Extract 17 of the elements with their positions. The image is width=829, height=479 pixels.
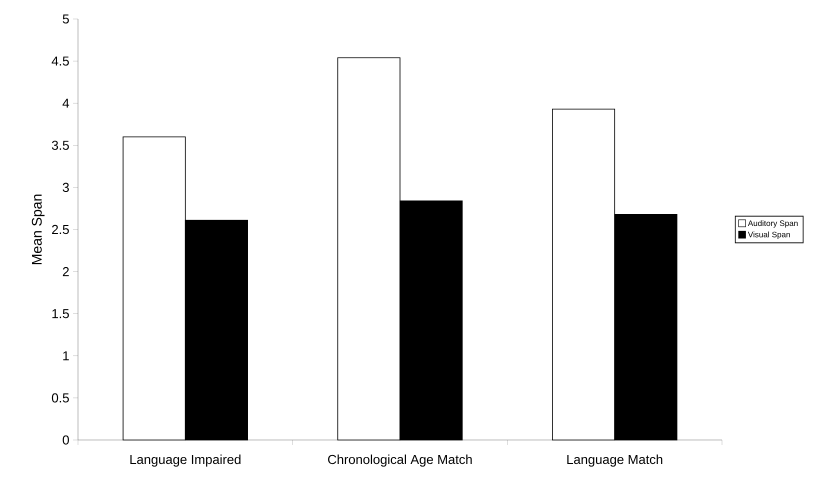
- y-tick-label: 2.5: [52, 224, 69, 234]
- y-tick-label: 4.5: [52, 56, 69, 66]
- y-tick-label: 5: [62, 14, 69, 24]
- x-tick-label: Language Impaired: [130, 454, 240, 467]
- y-tick-label: 4: [62, 98, 70, 108]
- y-tick-label: 0: [62, 435, 69, 445]
- x-tick-label: Chronological Age Match: [328, 454, 472, 467]
- y-tick-label: 2: [62, 267, 69, 276]
- y-tick-label: 1: [63, 351, 69, 360]
- x-tick-label: Language Match: [567, 454, 662, 467]
- legend-label: Visual Span: [748, 231, 790, 239]
- y-tick-label: 0.5: [52, 393, 69, 402]
- y-tick-label: 1.5: [52, 309, 69, 318]
- y-axis-title: Mean Span: [32, 194, 45, 264]
- y-tick-label: 3.5: [52, 140, 69, 150]
- y-tick-label: 3: [62, 182, 69, 192]
- legend-label: Auditory Span: [748, 220, 798, 228]
